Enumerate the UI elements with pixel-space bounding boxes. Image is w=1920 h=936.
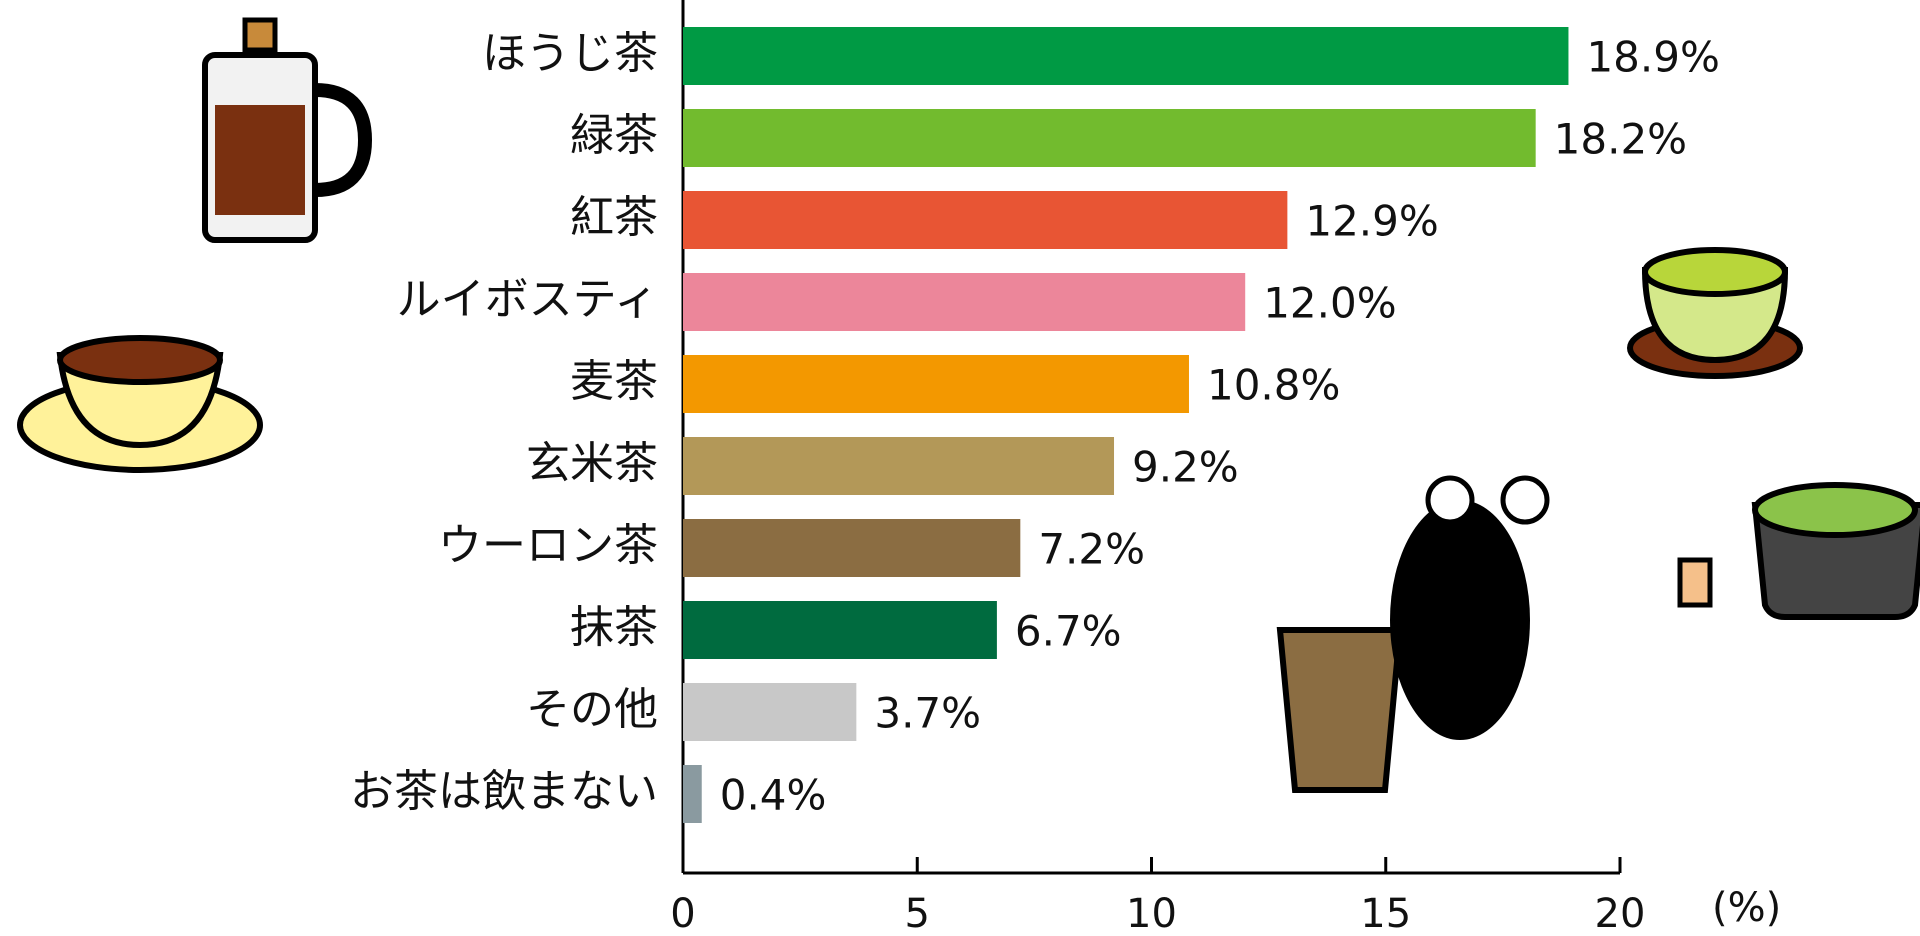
category-label: 紅茶 [570, 192, 658, 243]
value-label: 18.9% [1586, 33, 1719, 82]
x-tick-label: 20 [1595, 891, 1646, 936]
value-label: 6.7% [1015, 607, 1122, 656]
category-label: ルイボスティ [397, 274, 658, 325]
bar [683, 273, 1246, 331]
x-tick-label: 0 [670, 891, 695, 936]
category-label: 緑茶 [570, 110, 658, 161]
bar [683, 191, 1288, 249]
illustration-teacup [17, 335, 263, 473]
category-label: その他 [526, 684, 658, 735]
category-label: 麦茶 [570, 356, 658, 407]
bar [683, 109, 1536, 167]
value-label: 18.2% [1554, 115, 1687, 164]
bar [683, 437, 1115, 495]
category-label: ウーロン茶 [438, 520, 658, 571]
illustration-matcha [1677, 482, 1920, 620]
category-label: お茶は飲まない [350, 766, 658, 817]
x-unit-label: (%) [1712, 885, 1781, 931]
bar [683, 355, 1189, 413]
category-label: 抹茶 [570, 602, 658, 653]
bar [683, 683, 857, 741]
value-label: 0.4% [720, 771, 827, 820]
x-tick-label: 5 [905, 891, 930, 936]
bar [683, 601, 997, 659]
bar [683, 27, 1569, 85]
bar [683, 519, 1021, 577]
value-label: 10.8% [1207, 361, 1340, 410]
illustration-iced-drink [1276, 475, 1550, 793]
value-label: 9.2% [1132, 443, 1239, 492]
category-label: ほうじ茶 [482, 28, 658, 79]
x-tick-label: 15 [1360, 891, 1411, 936]
value-label: 12.9% [1305, 197, 1438, 246]
value-label: 12.0% [1263, 279, 1396, 328]
illustration-greentea [1627, 247, 1803, 379]
value-label: 7.2% [1038, 525, 1145, 574]
bar [683, 765, 702, 823]
value-label: 3.7% [874, 689, 981, 738]
category-label: 玄米茶 [526, 438, 658, 489]
illustration-teapot [202, 17, 373, 243]
x-tick-label: 10 [1126, 891, 1177, 936]
